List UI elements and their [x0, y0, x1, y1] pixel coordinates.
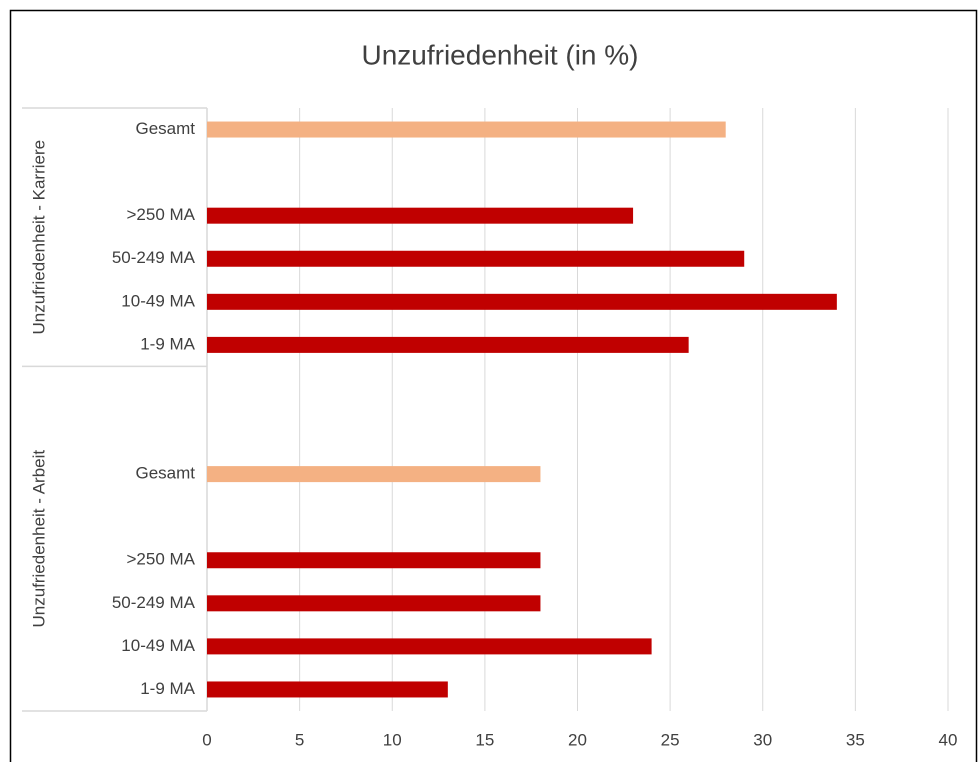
group-label: Unzufriedenheit - Arbeit [29, 450, 48, 628]
y-tick-label: 10-49 MA [121, 636, 195, 655]
chart-title: Unzufriedenheit (in %) [361, 39, 638, 70]
bar [207, 250, 745, 267]
x-tick-label: 20 [568, 730, 587, 749]
y-tick-label: Gesamt [135, 119, 195, 138]
bar [207, 638, 652, 655]
x-tick-label: 40 [939, 730, 958, 749]
x-tick-label: 25 [661, 730, 680, 749]
bar [207, 207, 634, 224]
bar [207, 121, 726, 138]
bar [207, 293, 837, 310]
x-tick-label: 10 [383, 730, 402, 749]
bar [207, 552, 541, 569]
x-tick-label: 15 [475, 730, 494, 749]
y-tick-label: 50-249 MA [112, 248, 196, 267]
bar [207, 681, 448, 698]
x-tick-label: 5 [295, 730, 304, 749]
y-tick-label: 50-249 MA [112, 593, 196, 612]
x-tick-label: 0 [202, 730, 211, 749]
y-tick-label: 10-49 MA [121, 291, 195, 310]
y-tick-label: >250 MA [126, 205, 195, 224]
x-tick-label: 35 [846, 730, 865, 749]
y-tick-label: >250 MA [126, 550, 195, 569]
y-tick-label: 1-9 MA [140, 679, 195, 698]
y-tick-label: Gesamt [135, 464, 195, 483]
bar [207, 595, 541, 612]
bar [207, 466, 541, 483]
group-label: Unzufriedenheit - Karriere [29, 140, 48, 335]
y-tick-label: 1-9 MA [140, 334, 195, 353]
bar [207, 336, 689, 353]
x-tick-label: 30 [753, 730, 772, 749]
